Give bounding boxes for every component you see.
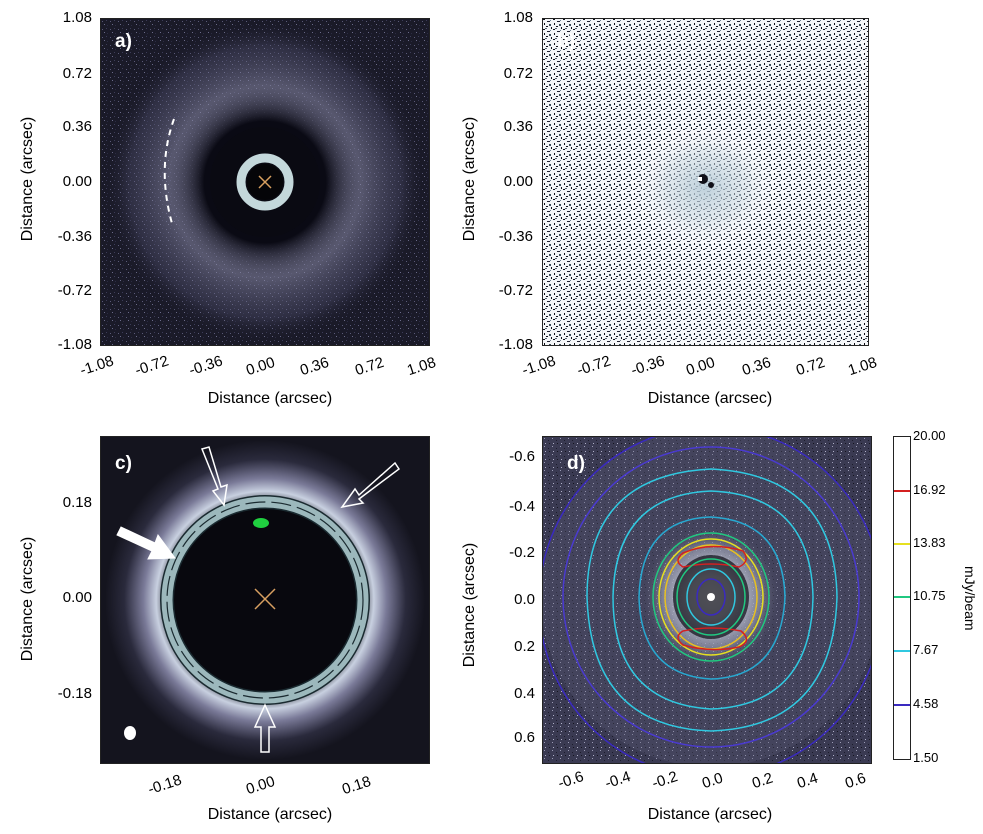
tick-label: 0.18: [62, 494, 92, 511]
tick-label: -1.08: [57, 336, 92, 353]
tick-label: -0.36: [629, 352, 667, 380]
contour-level-13.83: [658, 538, 764, 656]
contour-level-7.67: [586, 468, 838, 732]
panel-a-image: a): [100, 18, 430, 346]
contour-level-10.75: [676, 558, 746, 636]
tick-label: -0.2: [650, 768, 680, 793]
panel-c-label: c): [115, 453, 132, 474]
tick-label: 0.0: [514, 591, 535, 608]
tick-label: 1.08: [846, 353, 880, 380]
tick-label: 0.4: [514, 685, 535, 702]
tick-label: -0.6: [556, 768, 586, 793]
beam-ellipse: [124, 726, 136, 740]
panel-a-label: a): [115, 31, 132, 52]
tick-label: -1.08: [498, 336, 533, 353]
tick-label: 0.00: [244, 772, 278, 799]
tick-label: 0.18: [340, 772, 374, 799]
colorbar: [893, 436, 911, 760]
colorbar-tick: 4.58: [913, 696, 939, 711]
dashed-arc: [163, 118, 175, 228]
colorbar-level-lines: [894, 490, 910, 706]
panel-d-ylabel: Distance (arcsec): [461, 542, 478, 668]
panel-d-image: d): [542, 436, 872, 764]
tick-label: 0.6: [843, 769, 869, 793]
colorbar-tick: 10.75: [913, 588, 946, 603]
panel-b-label: b): [557, 31, 575, 52]
contour-level-7.67: [686, 568, 736, 626]
tick-label: 0.36: [740, 353, 774, 380]
contour-level-10.75: [652, 532, 770, 662]
tick-label: 0.2: [514, 638, 535, 655]
tick-label: 0.72: [503, 65, 533, 82]
tick-label: 0.72: [62, 65, 92, 82]
tick-label: 1.08: [62, 9, 92, 26]
star-position-marker: [258, 175, 272, 189]
tick-label: -0.72: [57, 282, 92, 299]
tick-label: 0.6: [514, 729, 535, 746]
panel-b-image: b): [542, 18, 869, 346]
tick-label: 1.08: [503, 9, 533, 26]
green-spot: [253, 518, 269, 528]
tick-label: 0.00: [244, 353, 278, 380]
panel-d-xlabel: Distance (arcsec): [647, 806, 773, 823]
tick-label: -1.08: [520, 352, 558, 380]
tick-label: -0.4: [509, 498, 535, 515]
panel-a-xlabel: Distance (arcsec): [207, 390, 333, 407]
contour-level-16.92: [677, 627, 748, 651]
tick-label: -0.72: [575, 352, 613, 380]
panel-c-xlabel: Distance (arcsec): [207, 806, 333, 823]
colorbar-tick: 16.92: [913, 482, 946, 497]
contour-level-16.92: [677, 545, 747, 568]
arrow-icon: [200, 446, 401, 753]
tick-label: -0.18: [57, 685, 92, 702]
contour-level-4.58: [696, 578, 726, 616]
tick-label: -0.36: [187, 352, 225, 380]
panel-b-ylabel: Distance (arcsec): [461, 116, 478, 242]
arrow-icon: [116, 526, 176, 560]
tick-label: -0.18: [146, 771, 184, 799]
tick-label: 0.72: [794, 353, 828, 380]
contour-level-4.58: [562, 446, 860, 748]
tick-label: 0.00: [62, 173, 92, 190]
tick-label: 0.00: [62, 589, 92, 606]
tick-label: -0.36: [498, 228, 533, 245]
panel-a-ylabel: Distance (arcsec): [19, 116, 36, 242]
tick-label: 0.2: [750, 769, 776, 793]
tick-label: -0.2: [509, 544, 535, 561]
tick-label: -0.6: [509, 448, 535, 465]
tick-label: -0.72: [498, 282, 533, 299]
tick-label: 0.0: [700, 769, 726, 793]
tick-label: -0.72: [133, 352, 171, 380]
tick-label: 0.36: [298, 353, 332, 380]
colorbar-label: mJy/beam: [962, 566, 978, 631]
tick-label: 0.36: [503, 118, 533, 135]
tick-label: 0.36: [62, 118, 92, 135]
panel-d-label: d): [567, 453, 585, 474]
panel-c-ylabel: Distance (arcsec): [19, 536, 36, 662]
tick-label: 0.00: [684, 353, 718, 380]
tick-label: 0.4: [795, 769, 821, 793]
tick-label: -1.08: [78, 352, 116, 380]
contour-level-7.67: [638, 516, 786, 680]
colorbar-tick: 13.83: [913, 535, 946, 550]
star-position-marker: [254, 588, 276, 610]
colorbar-tick: 1.50: [913, 750, 939, 765]
colorbar-tick: 20.00: [913, 428, 946, 443]
panel-c-image: c): [100, 436, 430, 764]
tick-label: 0.00: [503, 173, 533, 190]
panel-b-xlabel: Distance (arcsec): [647, 390, 773, 407]
tick-label: -0.4: [603, 768, 633, 793]
tick-label: -0.36: [57, 228, 92, 245]
contour-level-7.67: [612, 490, 814, 710]
tick-label: 1.08: [405, 353, 439, 380]
colorbar-tick: 7.67: [913, 642, 939, 657]
tick-label: 0.72: [353, 353, 387, 380]
